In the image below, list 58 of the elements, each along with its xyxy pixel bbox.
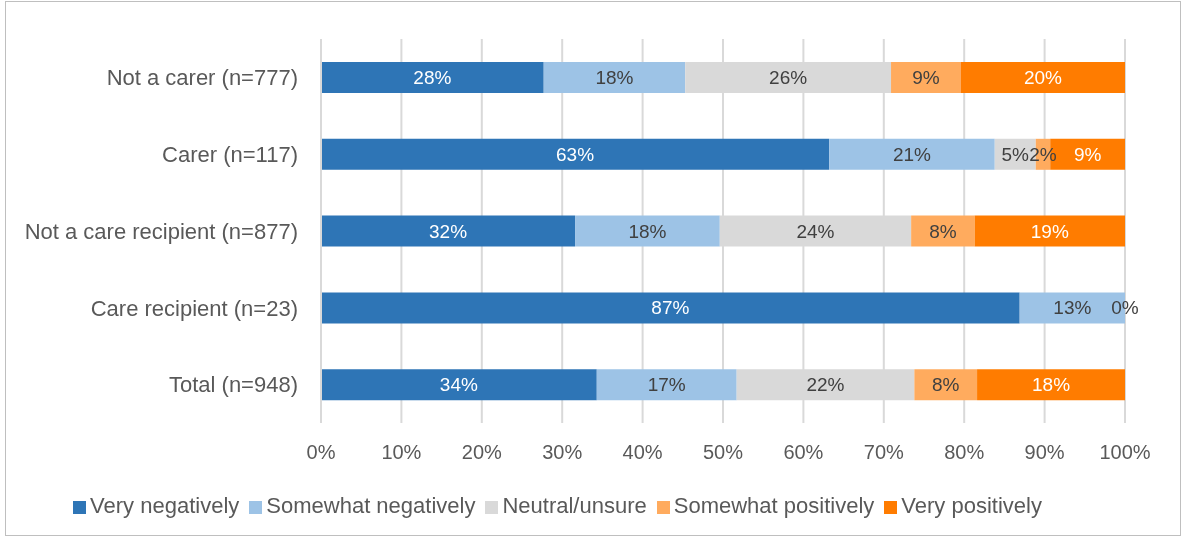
data-label: 18% [595, 67, 634, 88]
y-tick-label: Total (n=948) [168, 372, 298, 398]
data-label: 87% [651, 297, 690, 319]
data-label: 17% [647, 374, 686, 396]
y-tick-label: Care recipient (n=23) [90, 295, 298, 321]
data-label: 18% [628, 220, 667, 242]
x-tick-label: 90% [1024, 441, 1065, 464]
legend-label: Neutral/unsure [502, 493, 647, 518]
bar [321, 215, 576, 247]
data-label: 26% [769, 67, 808, 88]
bar [977, 369, 1125, 401]
bar [321, 292, 1020, 324]
data-label: 28% [413, 67, 452, 88]
data-label: 0% [1111, 297, 1139, 319]
data-label: 18% [1032, 374, 1071, 396]
x-tick-label: 40% [622, 441, 663, 464]
bar [974, 215, 1125, 247]
legend-label: Somewhat negatively [266, 493, 476, 518]
x-tick-label: 0% [306, 441, 336, 464]
data-label: 19% [1030, 220, 1069, 242]
bar [911, 215, 975, 247]
legend-label: Somewhat positively [673, 493, 875, 518]
bar [596, 369, 737, 401]
x-tick-label: 80% [944, 441, 985, 464]
data-label: 34% [439, 374, 478, 396]
legend-label: Very positively [901, 493, 1042, 518]
x-tick-label: 60% [783, 441, 824, 464]
x-tick-label: 50% [702, 441, 744, 464]
bar [914, 369, 978, 401]
data-label: 9% [912, 67, 940, 88]
bar [829, 138, 995, 170]
data-label: 63% [556, 143, 595, 165]
data-label: 5% [1001, 143, 1030, 165]
x-tick-label: 70% [863, 441, 905, 464]
bar [321, 369, 597, 401]
data-label: 21% [892, 143, 932, 165]
data-label: 8% [929, 220, 957, 242]
x-tick-label: 100% [1099, 441, 1151, 464]
y-tick-label: Not a care recipient (n=877) [24, 218, 298, 244]
data-label: 20% [1023, 67, 1063, 88]
data-label: 32% [429, 220, 468, 242]
bar [321, 62, 544, 93]
data-label: 13% [1053, 297, 1092, 319]
x-tick-label: 30% [542, 441, 583, 464]
bar [575, 215, 720, 247]
bar [321, 138, 830, 170]
data-label: 22% [806, 374, 845, 396]
bar [960, 62, 1125, 93]
y-tick-label: Carer (n=117) [162, 142, 298, 168]
data-label: 24% [796, 220, 835, 242]
x-tick-label: 10% [381, 441, 422, 464]
bar [543, 62, 686, 93]
x-tick-label: 20% [461, 441, 503, 464]
y-tick-label: Not a carer (n=777) [106, 65, 298, 91]
legend-label: Very negatively [90, 493, 240, 518]
data-label: 9% [1073, 143, 1102, 165]
bar [891, 62, 961, 93]
data-label: 8% [931, 374, 960, 396]
